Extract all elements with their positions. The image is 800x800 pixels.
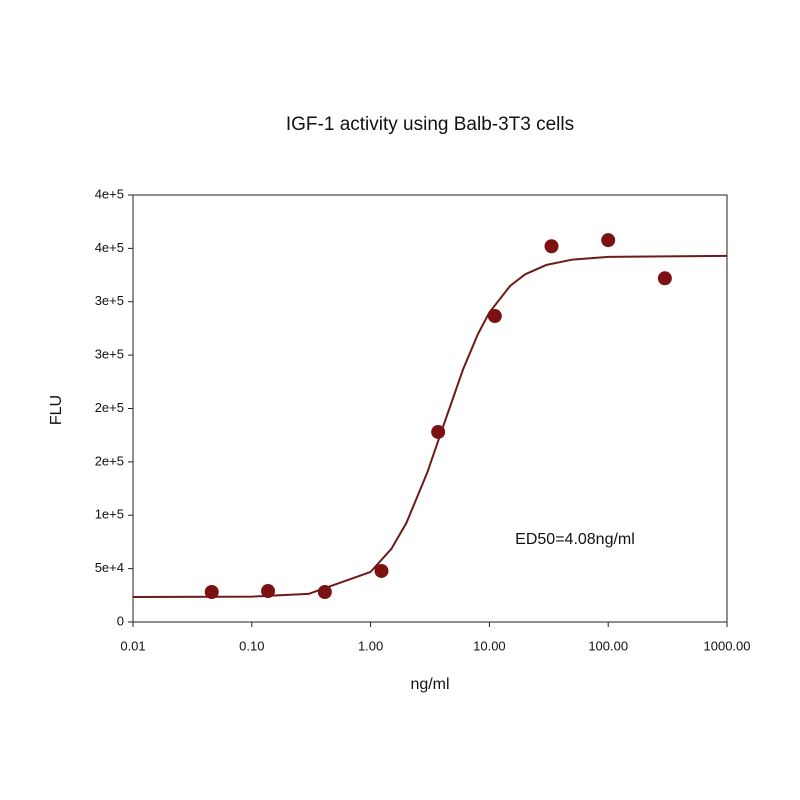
data-point [204,585,219,600]
x-tick-label: 0.01 [120,638,145,653]
y-tick-label: 5e+4 [95,560,124,575]
data-point [431,424,446,439]
y-tick-label: 2e+5 [95,400,124,415]
chart-title: IGF-1 activity using Balb-3T3 cells [286,114,574,135]
y-tick-label: 3e+5 [95,293,124,308]
y-tick-label: 3e+5 [95,347,124,362]
data-point [544,239,559,254]
x-axis-label: ng/ml [410,676,449,693]
x-tick-label: 1.00 [358,638,383,653]
data-point [317,585,332,600]
y-tick-label: 0 [117,613,124,628]
fit-curve [132,254,728,599]
data-point [374,563,389,578]
x-tick-label: 0.10 [239,638,264,653]
y-tick-label: 1e+5 [95,507,124,522]
y-tick-label: 4e+5 [95,186,124,201]
data-point [657,271,672,286]
y-axis-label: FLU [48,395,65,425]
annotation: ED50=4.08ng/ml [515,531,635,548]
x-tick-label: 1000.00 [704,638,751,653]
y-tick-label: 2e+5 [95,453,124,468]
data-point [601,233,616,248]
x-tick-label: 10.00 [473,638,506,653]
y-tick-label: 4e+5 [95,240,124,255]
data-point [487,309,502,324]
data-point [261,584,276,599]
x-tick-label: 100.00 [588,638,628,653]
